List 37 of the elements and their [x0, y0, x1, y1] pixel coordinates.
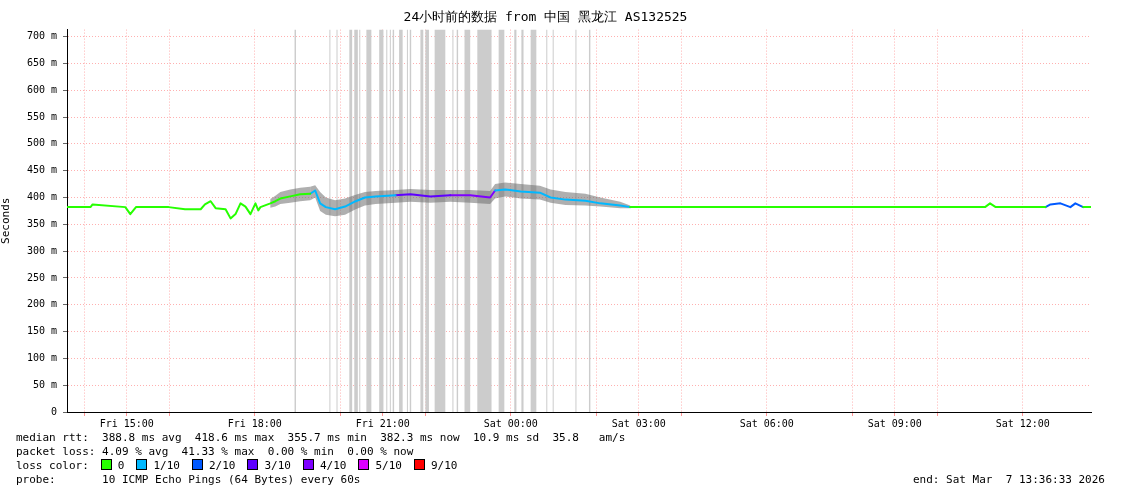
y-tick-label: 0: [50, 405, 57, 417]
text: probe: 10 ICMP Echo Pings (64 Bytes) every 60s: [16, 473, 361, 487]
x-tick-label: Fri 18:00: [227, 417, 282, 429]
x-tick-label: Fri 21:00: [355, 417, 410, 429]
legend-label: 3/10: [264, 459, 291, 472]
x-tick-label: Sat 06:00: [739, 417, 794, 429]
y-tick-label: 500 m: [26, 137, 57, 149]
y-tick-label: 600 m: [26, 83, 57, 95]
text: end: Sat Mar 7 13:36:33 2026: [912, 473, 1105, 487]
y-axis-title: Seconds: [0, 197, 13, 244]
y-tick-label: 50 m: [32, 378, 57, 390]
y-tick-label: 450 m: [26, 164, 57, 176]
x-tick-label: Sat 09:00: [867, 417, 922, 429]
text: median rtt: 388.8 ms avg 418.6 ms max 355.7 ms min 382.3 ms now 10.9 ms sd 35.8 am/s: [16, 431, 626, 445]
y-tick-label: 700 m: [26, 30, 57, 42]
x-tick-label: Sat 03:00: [611, 417, 666, 429]
legend-label: 9/10: [430, 459, 458, 472]
y-tick-label: 400 m: [26, 191, 57, 203]
x-tick-label: Sat 12:00: [995, 417, 1050, 429]
y-tick-label: 250 m: [26, 271, 57, 283]
legend-label: 5/10: [375, 459, 402, 472]
y-tick-label: 100 m: [26, 351, 57, 363]
y-tick-label: 650 m: [26, 56, 57, 68]
y-tick-label: 550 m: [26, 110, 57, 122]
legend-title: loss color:: [16, 459, 89, 472]
legend-label: 4/10: [319, 459, 347, 472]
y-tick-label: 300 m: [26, 244, 57, 256]
legend-label: 1/10: [153, 459, 180, 472]
x-tick-label: Sat 00:00: [483, 417, 538, 429]
legend-label: 0: [117, 459, 125, 472]
y-tick-label: 200 m: [26, 298, 57, 310]
y-tick-label: 150 m: [26, 325, 57, 337]
text: packet loss: 4.09 % avg 41.33 % max 0.00 % min 0.00 % now: [16, 445, 414, 459]
x-tick-label: Fri 15:00: [99, 417, 154, 429]
legend-label: 2/10: [208, 459, 236, 472]
y-tick-label: 350 m: [26, 217, 57, 229]
chart-title: 24小时前的数据 from 中国 黑龙江 AS132525: [403, 9, 688, 25]
